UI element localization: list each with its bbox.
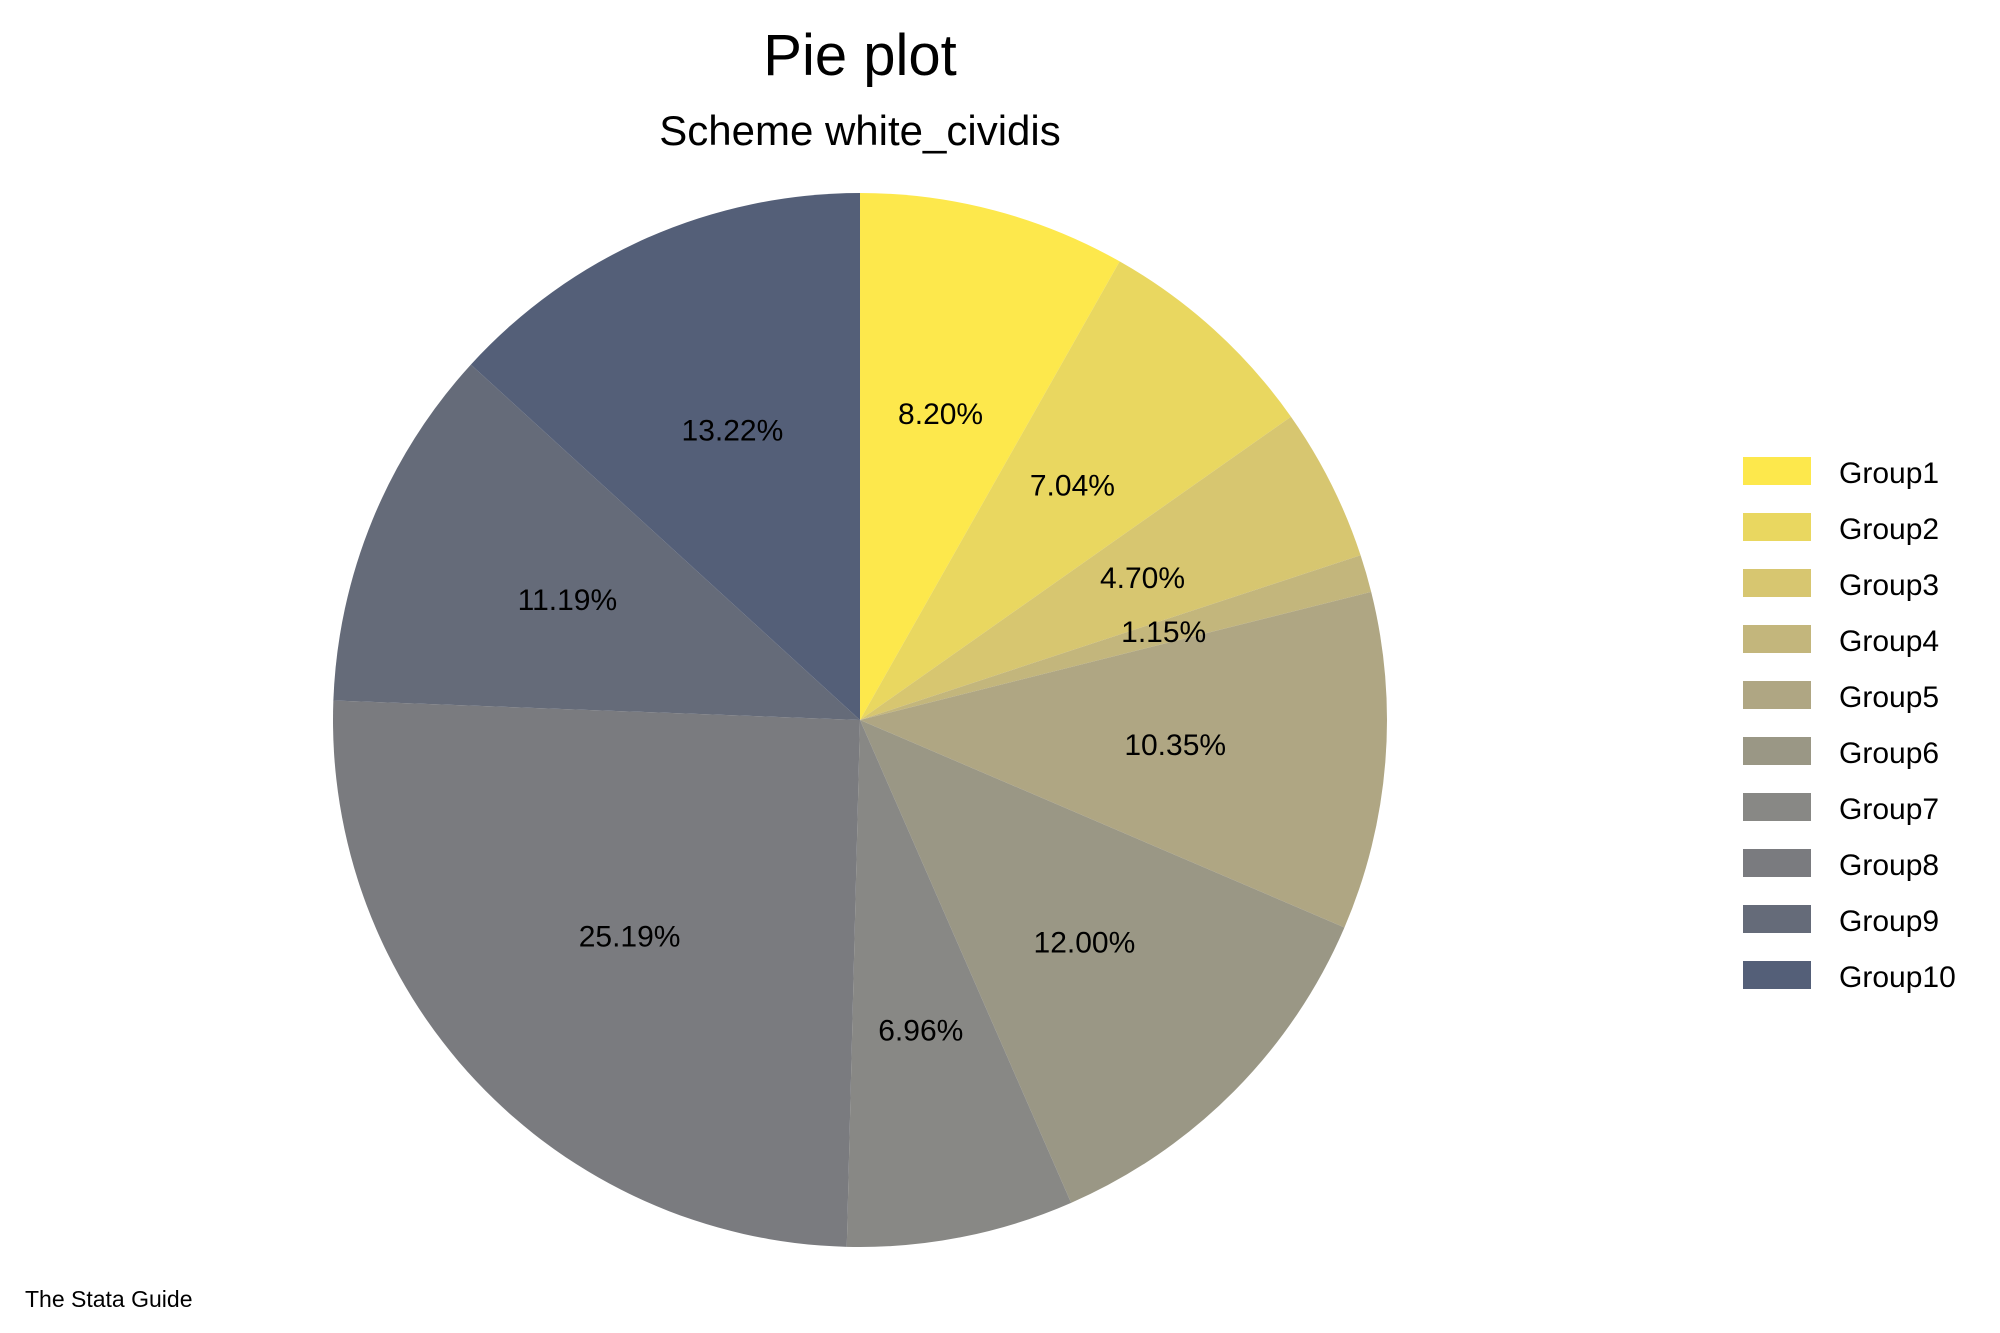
slice-label-group9: 11.19% xyxy=(518,584,618,617)
legend-swatch-group1 xyxy=(1743,457,1811,485)
pie-slice-group2 xyxy=(860,261,1291,720)
pie-slice-group9 xyxy=(333,364,860,720)
legend-label-group10: Group10 xyxy=(1839,961,1956,994)
pie-slice-group6 xyxy=(860,720,1345,1203)
legend-label-group4: Group4 xyxy=(1839,625,1939,658)
chart-title: Pie plot xyxy=(763,23,956,88)
legend-label-group3: Group3 xyxy=(1839,569,1939,602)
pie-slice-group8 xyxy=(332,700,860,1247)
pie-labels: 8.20% 7.04% 4.70% 1.15% 10.35% 12.00% 6.96% 25.… xyxy=(518,398,1226,1047)
pie-slice-group10 xyxy=(470,193,860,720)
legend-label-group5: Group5 xyxy=(1839,681,1939,714)
legend-label-group2: Group2 xyxy=(1839,513,1939,546)
legend-swatch-group7 xyxy=(1743,793,1811,821)
legend-swatch-group3 xyxy=(1743,569,1811,597)
pie-slice-group1 xyxy=(860,193,1120,720)
slice-label-group7: 6.96% xyxy=(878,1014,963,1047)
slice-label-group8: 25.19% xyxy=(579,921,681,954)
legend-label-group9: Group9 xyxy=(1839,905,1939,938)
legend-label-group8: Group8 xyxy=(1839,849,1939,882)
slice-label-group3: 4.70% xyxy=(1100,562,1185,595)
legend-label-group1: Group1 xyxy=(1839,457,1939,490)
pie-slice-group7 xyxy=(846,720,1072,1247)
legend-label-group6: Group6 xyxy=(1839,737,1939,770)
legend-label-group7: Group7 xyxy=(1839,793,1939,826)
legend-swatch-group8 xyxy=(1743,849,1811,877)
legend-swatch-group5 xyxy=(1743,681,1811,709)
chart-subtitle: Scheme white_cividis xyxy=(659,107,1061,154)
slice-label-group1: 8.20% xyxy=(898,398,983,431)
slice-label-group4: 1.15% xyxy=(1121,616,1206,649)
pie-slice-group5 xyxy=(860,591,1388,928)
legend-swatch-group10 xyxy=(1743,961,1811,989)
slice-label-group10: 13.22% xyxy=(682,415,784,448)
slice-label-group2: 7.04% xyxy=(1030,470,1115,503)
slice-label-group6: 12.00% xyxy=(1034,927,1136,960)
legend: Group1 Group2 Group3 Group4 Group5 Group6 Grou… xyxy=(1743,457,1956,994)
pie-slices xyxy=(332,193,1388,1247)
legend-swatch-group2 xyxy=(1743,513,1811,541)
slice-label-group5: 10.35% xyxy=(1124,729,1226,762)
pie-slice-group4 xyxy=(860,555,1372,720)
pie-slice-group3 xyxy=(860,416,1361,720)
legend-swatch-group9 xyxy=(1743,905,1811,933)
legend-swatch-group4 xyxy=(1743,625,1811,653)
source-note: The Stata Guide xyxy=(25,1286,193,1312)
legend-swatch-group6 xyxy=(1743,737,1811,765)
